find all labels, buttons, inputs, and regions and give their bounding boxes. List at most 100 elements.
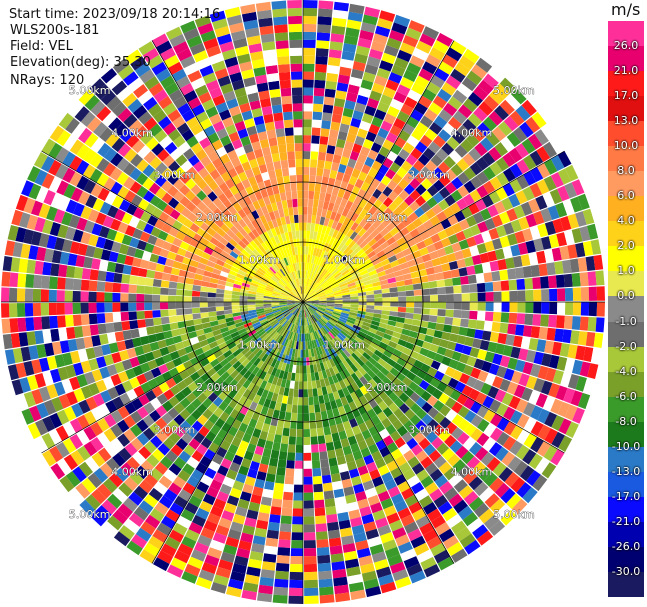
ppi-gate — [256, 438, 266, 448]
ppi-gate — [55, 147, 70, 163]
ppi-gate — [290, 272, 295, 281]
ppi-gate — [359, 269, 369, 276]
ppi-gate — [473, 233, 485, 245]
ppi-gate — [303, 39, 316, 48]
ppi-gate — [303, 0, 318, 9]
ppi-gate — [185, 414, 197, 426]
ppi-gate — [363, 212, 373, 222]
ppi-gate — [428, 315, 438, 323]
ppi-gate — [197, 392, 208, 404]
colorbar-tick-label: 17.0 — [613, 89, 639, 103]
ppi-gate — [549, 288, 558, 301]
ppi-gate — [464, 539, 481, 555]
ppi-gate — [263, 49, 277, 59]
ppi-gate — [346, 133, 357, 144]
ppi-gate — [365, 308, 375, 313]
ppi-gate — [36, 402, 49, 419]
colorbar-tick-label: -17.0 — [611, 489, 641, 503]
ppi-gate — [169, 33, 186, 48]
ppi-gate — [294, 270, 298, 279]
ppi-gate — [300, 349, 303, 358]
ppi-gate — [443, 206, 455, 218]
ppi-gate — [314, 312, 322, 318]
ppi-gate — [228, 238, 238, 247]
ppi-gate — [309, 324, 313, 333]
ppi-gate — [531, 111, 547, 129]
ppi-gate — [302, 302, 303, 310]
ppi-gate — [89, 153, 104, 168]
ppi-gate — [130, 266, 140, 276]
ppi-gate — [308, 316, 312, 325]
ppi-gate — [180, 160, 193, 173]
ppi-gate — [377, 127, 389, 139]
ppi-gate — [38, 357, 50, 372]
ppi-gate — [457, 405, 470, 419]
ppi-gate — [538, 326, 548, 340]
ppi-gate — [58, 112, 74, 130]
ppi-gate — [269, 278, 278, 285]
ppi-gate — [403, 387, 415, 398]
ppi-gate — [328, 367, 336, 377]
ppi-gate — [419, 379, 430, 391]
ppi-gate — [33, 152, 48, 169]
ppi-gate — [449, 333, 459, 343]
ppi-gate — [15, 227, 27, 243]
ppi-gate — [293, 492, 303, 501]
ppi-gate — [218, 182, 229, 193]
ppi-gate — [310, 304, 318, 309]
ppi-gate — [305, 317, 308, 326]
ppi-gate — [48, 303, 57, 316]
ppi-gate — [48, 159, 62, 176]
ppi-gate — [579, 272, 589, 287]
ppi-gate — [303, 294, 306, 302]
ppi-gate — [263, 373, 271, 382]
ppi-gate — [281, 277, 288, 285]
ppi-gate — [323, 312, 332, 318]
ppi-gate — [483, 73, 499, 89]
ppi-gate — [50, 193, 63, 208]
ppi-gate — [399, 262, 409, 270]
ppi-gate — [355, 319, 364, 325]
ppi-gate — [331, 339, 338, 347]
ppi-gate — [183, 148, 195, 160]
ppi-gate — [324, 324, 332, 332]
ppi-gate — [332, 313, 341, 318]
ppi-gate — [235, 276, 244, 283]
ppi-gate — [354, 161, 364, 172]
ppi-gate — [96, 281, 106, 292]
ppi-gate — [275, 324, 282, 332]
ppi-gate — [261, 561, 276, 571]
ppi-gate — [223, 262, 232, 270]
ppi-gate — [281, 167, 290, 177]
ppi-gate — [280, 307, 289, 312]
ppi-gate — [270, 506, 282, 516]
ppi-gate — [311, 314, 317, 322]
ppi-gate — [488, 190, 501, 204]
ppi-gate — [404, 278, 413, 286]
ppi-gate — [301, 309, 303, 318]
ppi-gate — [206, 336, 216, 344]
ppi-gate — [289, 215, 295, 224]
ppi-gate — [418, 437, 431, 450]
ppi-gate — [354, 432, 365, 443]
ppi-gate — [280, 233, 287, 242]
ppi-gate — [176, 122, 190, 135]
ppi-gate — [286, 143, 295, 152]
ppi-gate — [50, 263, 60, 277]
ppi-gate — [352, 257, 361, 265]
ppi-gate — [305, 287, 310, 295]
ppi-gate — [208, 316, 218, 322]
ppi-gate — [303, 63, 315, 72]
ppi-gate — [68, 100, 84, 117]
ppi-gate — [517, 242, 529, 255]
ppi-gate — [283, 249, 289, 258]
ppi-gate — [141, 251, 152, 261]
ppi-gate — [266, 315, 275, 320]
ppi-gate — [69, 155, 83, 171]
ppi-gate — [227, 254, 237, 263]
ppi-gate — [296, 302, 303, 308]
ppi-gate — [182, 360, 193, 370]
ppi-gate — [334, 325, 342, 332]
ppi-gate — [478, 79, 494, 95]
ppi-gate — [530, 405, 543, 421]
